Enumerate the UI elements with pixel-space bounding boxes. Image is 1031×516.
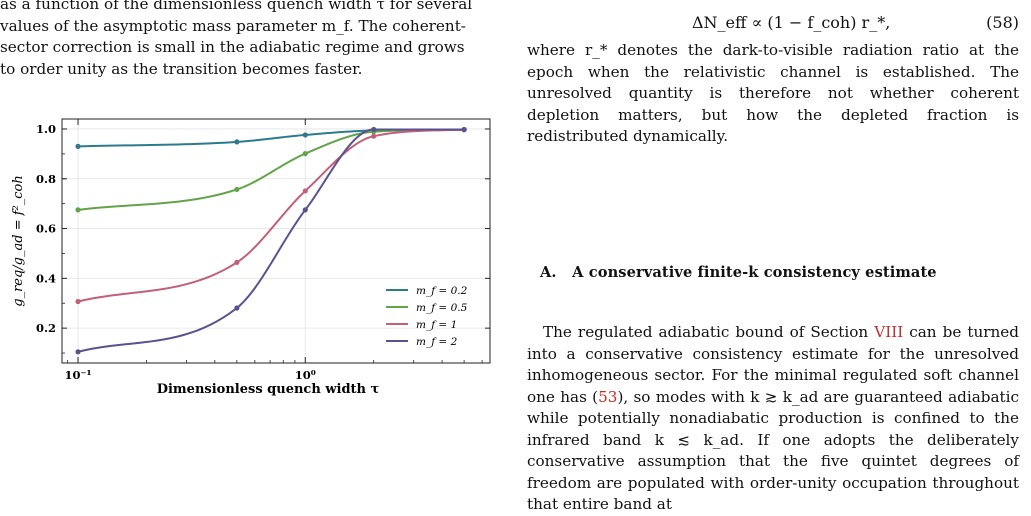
- y-axis-label: g_req/g_ad = f²_coh: [11, 175, 26, 307]
- data-point-s0-p1: [234, 139, 240, 145]
- section-label: A.: [540, 264, 557, 281]
- data-point-s1-p0: [75, 207, 81, 213]
- data-point-s1-p1: [234, 186, 240, 193]
- x-tick-label-0: 10⁻¹: [64, 368, 91, 382]
- paragraph-after-equation-text: where r_* denotes the dark-to-visible ra…: [527, 41, 1019, 145]
- series-line-3: [77, 128, 465, 353]
- data-point-s3-p0: [75, 349, 81, 355]
- equation-ref-link[interactable]: 53: [598, 387, 618, 406]
- data-point-s2-p3: [371, 133, 377, 139]
- para2-part-c: ), so modes with k ≳ k_ad are guaranteed…: [527, 387, 1019, 514]
- y-tick-label-4: 1.0: [36, 122, 56, 136]
- axis-ticks: 0.2 0.4 0.6 0.8 1.0 10⁻¹ 10⁰: [36, 119, 490, 382]
- para2-part-b: can be turned into a conservative consis…: [527, 323, 1019, 406]
- data-point-s2-p0: [75, 298, 81, 305]
- series-line-1: [77, 128, 465, 211]
- figure: 0.2 0.4 0.6 0.8 1.0 10⁻¹ 10⁰ m_f = 0.2 m_f = 0.…: [0, 100, 500, 474]
- equation-58: ΔN_eff ∝ (1 − f_coh) r_*, (58): [527, 12, 1019, 38]
- quench-width-chart: 0.20.40.60.81.010⁻¹ 10⁰ m_f = 0.2m_f = 0.…: [11, 118, 491, 397]
- caption-line-1-text: as a function of the dimensionless quenc…: [0, 0, 473, 13]
- equation-number: (58): [986, 13, 1019, 32]
- section-title: A conservative finite-k consistency esti…: [572, 264, 937, 281]
- data-point-s0-p2: [302, 132, 308, 138]
- x-axis-label: Dimensionless quench width τ: [157, 382, 380, 397]
- legend-label-1: m_f = 0.5: [416, 302, 468, 314]
- caption-line-2: values of the asymptotic mass parameter …: [0, 16, 500, 38]
- data-point-s2-p1: [234, 259, 240, 266]
- section-heading: A. A conservative finite-k consistency e…: [540, 262, 937, 284]
- caption-line-2-text: values of the asymptotic mass parameter …: [0, 16, 466, 35]
- y-tick-label-2: 0.6: [36, 222, 56, 236]
- data-point-s3-p3: [371, 126, 377, 133]
- y-tick-label-0: 0.2: [36, 321, 56, 335]
- section-ref-link[interactable]: VIII: [874, 323, 904, 341]
- data-point-s1-p2: [302, 151, 308, 157]
- series-lines: [77, 128, 465, 353]
- paragraph-consistency-estimate: The regulated adiabatic bound of Section…: [527, 322, 1019, 516]
- caption-line-4-text: to order unity as the transition becomes…: [0, 59, 363, 78]
- series-points: [75, 126, 467, 355]
- legend: m_f = 0.2 m_f = 0.5 m_f = 1 m_f = 2: [386, 285, 468, 348]
- para2-part-a: The regulated adiabatic bound of Section: [543, 323, 875, 341]
- data-point-s0-p0: [75, 143, 81, 149]
- y-tick-label-3: 0.8: [36, 172, 56, 186]
- legend-label-2: m_f = 1: [416, 319, 457, 331]
- legend-label-3: m_f = 2: [416, 336, 458, 348]
- series-line-2: [77, 128, 465, 303]
- plot-frame: [61, 118, 491, 364]
- caption-line-3: sector correction is small in the adiaba…: [0, 37, 500, 59]
- equation-body: ΔN_eff ∝ (1 − f_coh) r_*,: [692, 13, 891, 32]
- legend-label-0: m_f = 0.2: [416, 285, 468, 297]
- data-point-s3-p4: [461, 126, 467, 133]
- data-point-s3-p2: [302, 207, 308, 213]
- x-tick-label-1: 10⁰: [295, 368, 316, 382]
- caption-line-4: to order unity as the transition becomes…: [0, 59, 500, 81]
- paragraph-after-equation: where r_* denotes the dark-to-visible ra…: [527, 40, 1019, 148]
- y-axis-label-group: g_req/g_ad = f²_coh: [11, 175, 26, 307]
- gridlines: [62, 119, 490, 363]
- caption-line-1: as a function of the dimensionless quenc…: [0, 0, 500, 16]
- caption-line-3-text: sector correction is small in the adiaba…: [0, 38, 465, 56]
- data-point-s2-p2: [302, 188, 308, 194]
- data-point-s3-p1: [234, 305, 240, 311]
- y-tick-label-1: 0.4: [36, 271, 56, 285]
